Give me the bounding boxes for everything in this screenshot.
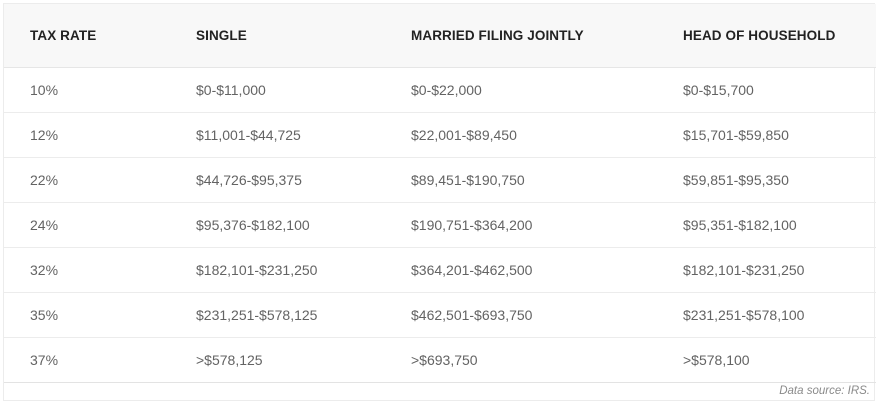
- tax-bracket-table: TAX RATE SINGLE MARRIED FILING JOINTLY H…: [4, 4, 876, 383]
- cell-married-filing-jointly: $190,751-$364,200: [385, 202, 657, 248]
- cell-head-of-household: >$578,100: [657, 337, 876, 383]
- cell-head-of-household: $231,251-$578,100: [657, 292, 876, 338]
- data-source-caption: Data source: IRS.: [779, 385, 870, 397]
- cell-tax-rate: 10%: [4, 67, 170, 113]
- cell-tax-rate: 12%: [4, 112, 170, 158]
- table-row: 22% $44,726-$95,375 $89,451-$190,750 $59…: [4, 157, 876, 203]
- tax-bracket-table-card: TAX RATE SINGLE MARRIED FILING JOINTLY H…: [3, 3, 876, 401]
- table-row: 32% $182,101-$231,250 $364,201-$462,500 …: [4, 247, 876, 293]
- table-row: 35% $231,251-$578,125 $462,501-$693,750 …: [4, 292, 876, 338]
- cell-single: $231,251-$578,125: [170, 292, 385, 338]
- cell-tax-rate: 35%: [4, 292, 170, 338]
- cell-single: $44,726-$95,375: [170, 157, 385, 203]
- header-row: TAX RATE SINGLE MARRIED FILING JOINTLY H…: [4, 4, 876, 68]
- header-tax-rate: TAX RATE: [4, 4, 170, 68]
- table-row: 24% $95,376-$182,100 $190,751-$364,200 $…: [4, 202, 876, 248]
- table-row: 12% $11,001-$44,725 $22,001-$89,450 $15,…: [4, 112, 876, 158]
- cell-single: $11,001-$44,725: [170, 112, 385, 158]
- cell-head-of-household: $95,351-$182,100: [657, 202, 876, 248]
- cell-head-of-household: $15,701-$59,850: [657, 112, 876, 158]
- cell-married-filing-jointly: $364,201-$462,500: [385, 247, 657, 293]
- table-row: 37% >$578,125 >$693,750 >$578,100: [4, 337, 876, 383]
- cell-tax-rate: 37%: [4, 337, 170, 383]
- cell-married-filing-jointly: $462,501-$693,750: [385, 292, 657, 338]
- cell-married-filing-jointly: >$693,750: [385, 337, 657, 383]
- cell-head-of-household: $182,101-$231,250: [657, 247, 876, 293]
- cell-married-filing-jointly: $0-$22,000: [385, 67, 657, 113]
- cell-single: $0-$11,000: [170, 67, 385, 113]
- cell-single: $95,376-$182,100: [170, 202, 385, 248]
- cell-married-filing-jointly: $89,451-$190,750: [385, 157, 657, 203]
- cell-head-of-household: $0-$15,700: [657, 67, 876, 113]
- header-single: SINGLE: [170, 4, 385, 68]
- cell-married-filing-jointly: $22,001-$89,450: [385, 112, 657, 158]
- table-header: TAX RATE SINGLE MARRIED FILING JOINTLY H…: [4, 4, 876, 68]
- table-row: 10% $0-$11,000 $0-$22,000 $0-$15,700: [4, 67, 876, 113]
- cell-tax-rate: 22%: [4, 157, 170, 203]
- cell-single: >$578,125: [170, 337, 385, 383]
- cell-tax-rate: 32%: [4, 247, 170, 293]
- header-head-of-household: HEAD OF HOUSEHOLD: [657, 4, 876, 68]
- cell-head-of-household: $59,851-$95,350: [657, 157, 876, 203]
- table-body: 10% $0-$11,000 $0-$22,000 $0-$15,700 12%…: [4, 67, 876, 383]
- header-married-filing-jointly: MARRIED FILING JOINTLY: [385, 4, 657, 68]
- cell-single: $182,101-$231,250: [170, 247, 385, 293]
- cell-tax-rate: 24%: [4, 202, 170, 248]
